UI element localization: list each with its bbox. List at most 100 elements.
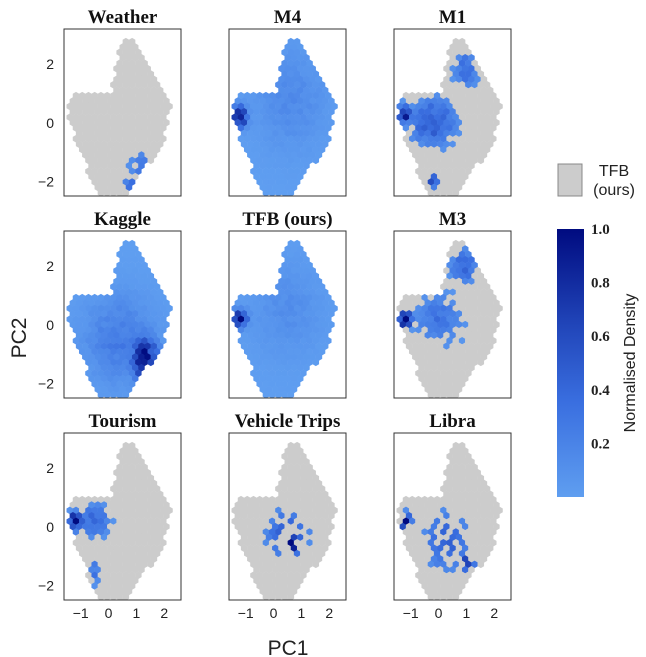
hexbin-density (91, 582, 98, 590)
hexbin-background (113, 533, 120, 542)
hexbin-background (424, 183, 432, 192)
hexbin-background (306, 463, 313, 471)
hexbin-background (427, 167, 435, 175)
hexbin-background (103, 135, 111, 143)
hexbin-background (483, 539, 491, 547)
hexbin-density (122, 315, 130, 323)
hexbin-density (278, 277, 285, 286)
hexbin-background (103, 124, 111, 132)
hexbin-density (135, 326, 142, 334)
hexbin-background (91, 124, 98, 132)
hexbin-background (107, 587, 114, 596)
hexbin-background (268, 495, 276, 504)
hexbin-background (430, 162, 438, 170)
hexbin-density (312, 156, 320, 165)
hexbin-density (153, 326, 161, 334)
hexbin-background (424, 172, 432, 181)
hexbin-background (94, 587, 102, 596)
hexbin-background (493, 299, 500, 307)
hexbin-background (97, 571, 105, 579)
hexbin-background (128, 539, 136, 547)
hexbin-background (250, 539, 257, 547)
hexbin-density (325, 124, 332, 132)
hexbin-background (113, 97, 120, 105)
hexbin-density (315, 288, 323, 296)
hexbin-background (405, 129, 413, 138)
hexbin-background (437, 353, 444, 361)
hexbin-background (103, 189, 111, 196)
hexbin-background (437, 162, 444, 170)
hexbin-background (303, 566, 310, 574)
hexbin-background (468, 512, 475, 520)
hexbin-background (474, 129, 481, 138)
hexbin-background (138, 533, 145, 542)
hexbin-background (477, 474, 485, 482)
hexbin-background (303, 512, 310, 520)
panel-frame (228, 432, 347, 601)
hexbin-density (437, 97, 444, 105)
hexbin-background (433, 145, 441, 154)
hexbin-background (474, 108, 481, 116)
hexbin-density (281, 135, 288, 143)
hexbin-density (272, 385, 279, 394)
hexbin-density (421, 528, 428, 536)
hexbin-background (253, 533, 260, 542)
hexbin-density (272, 118, 279, 127)
hexbin-background (455, 458, 463, 466)
hexbin-background (116, 485, 123, 493)
hexbin-density (144, 342, 151, 350)
hexbin-density (231, 113, 238, 121)
hexbin-density (300, 124, 307, 132)
hexbin-density (250, 347, 257, 356)
hexbin-density (412, 129, 419, 138)
hexbin-density (287, 261, 295, 269)
hexbin-density (437, 331, 444, 340)
hexbin-background (461, 342, 469, 350)
hexbin-background (427, 337, 435, 345)
hexbin-density (455, 256, 463, 264)
hexbin-density (312, 272, 320, 280)
hexbin-density (91, 571, 98, 579)
hexbin-background (433, 391, 441, 398)
hexbin-density (107, 353, 114, 361)
hexbin-background (443, 75, 450, 84)
hexbin-density (325, 315, 332, 323)
hexbins (231, 37, 338, 196)
hexbin-density (461, 277, 469, 286)
hexbin-density (430, 299, 438, 307)
hexbin-density (253, 162, 260, 170)
hexbin-background (465, 293, 472, 302)
hexbin-background (69, 97, 77, 105)
hexbin-background (474, 310, 481, 318)
hexbin-density (78, 315, 86, 323)
hexbin-background (415, 528, 422, 536)
hexbin-background (321, 522, 329, 531)
hexbin-background (268, 582, 276, 590)
hexbin-background (131, 162, 139, 170)
hexbin-background (452, 485, 460, 493)
hexbin-background (465, 91, 472, 100)
hexbin-background (116, 91, 123, 100)
hexbin-density (321, 310, 329, 318)
hexbin-density (160, 304, 167, 313)
hexbin-density (287, 59, 295, 67)
hexbin-background (440, 358, 447, 367)
hexbin-background (325, 517, 332, 525)
hexbin-density (328, 320, 335, 329)
hexbin-background (287, 549, 295, 558)
hexbin-background (144, 129, 151, 138)
hexbin-density (94, 364, 102, 372)
hexbin-density (449, 256, 456, 264)
hexbin-density (256, 124, 263, 132)
hexbin-background (418, 151, 425, 159)
hexbin-background (455, 447, 463, 455)
hexbin-background (483, 337, 491, 345)
hexbin-background (455, 385, 463, 394)
hexbin-background (287, 474, 295, 482)
hexbin-density (259, 299, 267, 307)
hexbin-density (287, 145, 295, 154)
hexbin-background (402, 135, 410, 143)
hexbin-background (440, 549, 447, 558)
hexbin-background (402, 326, 410, 334)
hexbin-density (110, 304, 117, 313)
